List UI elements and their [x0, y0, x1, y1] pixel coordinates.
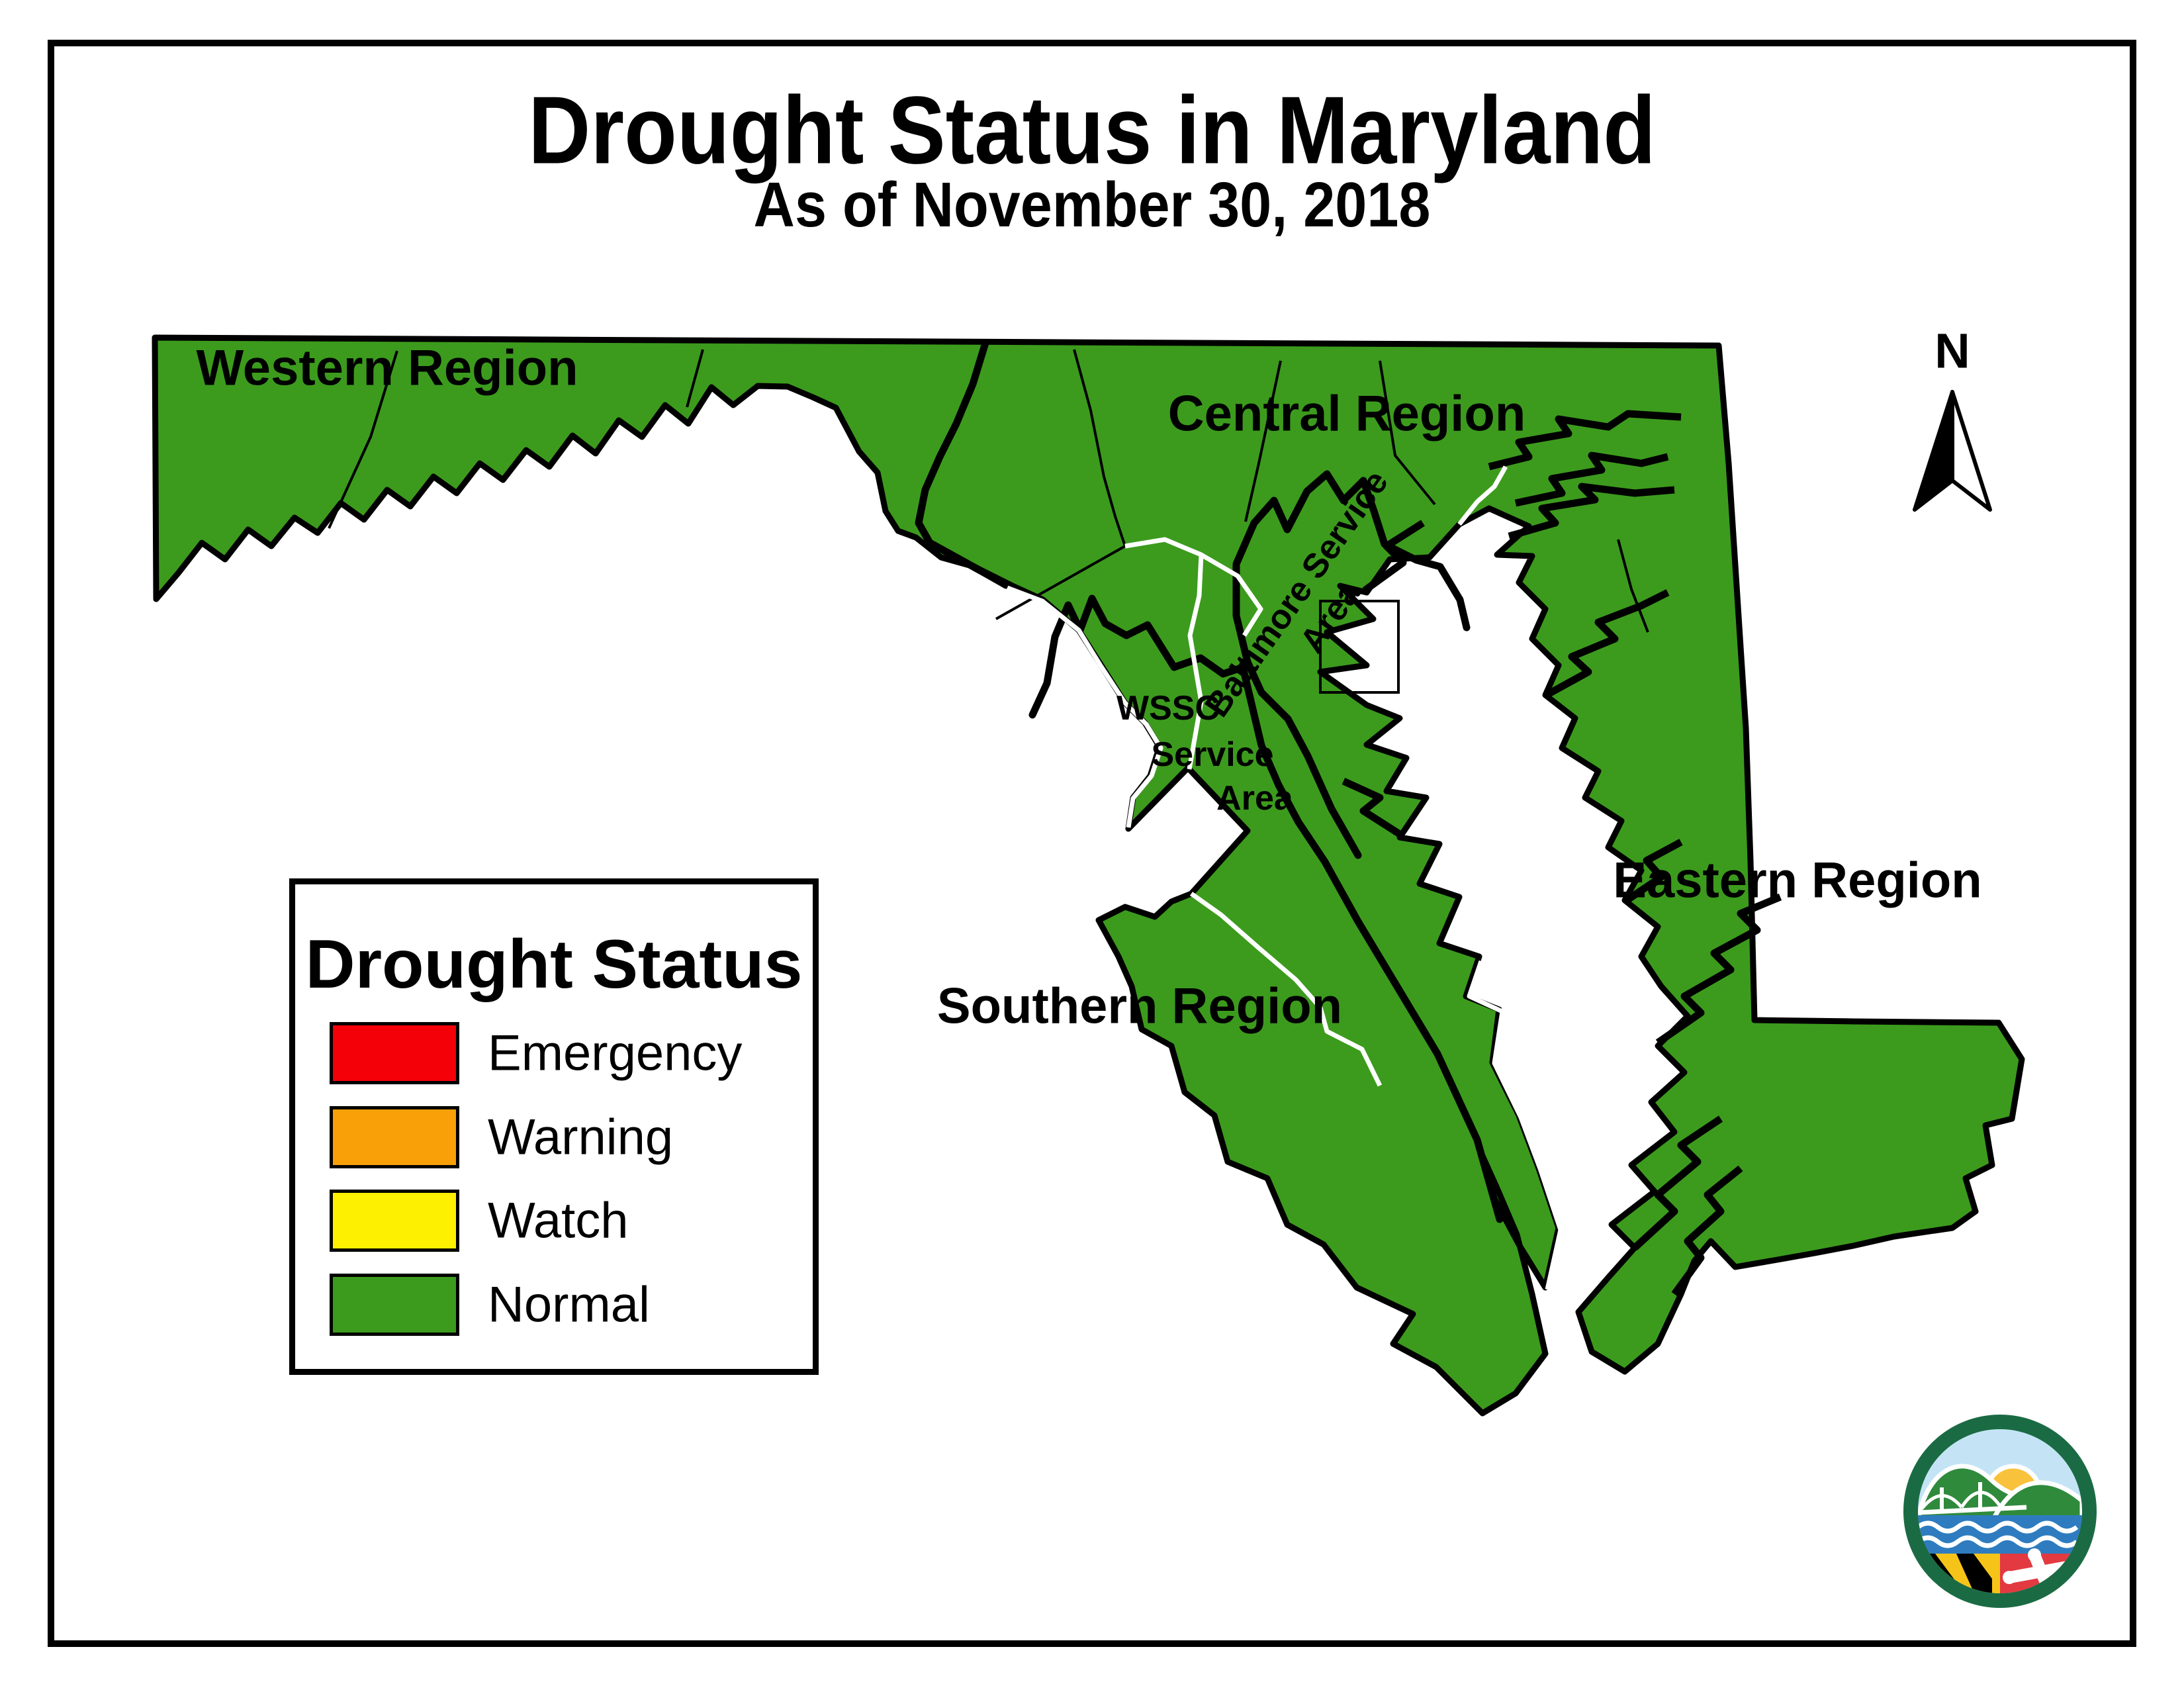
page-border — [48, 40, 2136, 1647]
legend-swatch-emergency — [330, 1022, 459, 1084]
service-area-boundaries — [1006, 465, 1563, 1290]
label-eastern-region: Eastern Region — [1613, 852, 1982, 909]
logo-bridge-icon — [1918, 1482, 2027, 1515]
label-southern-region: Southern Region — [936, 978, 1343, 1035]
legend-swatch-watch — [330, 1190, 459, 1252]
tidal-rivers — [1342, 410, 1782, 1297]
charles-county-boundary — [1189, 892, 1383, 1087]
label-wssc-line3: Area — [1216, 779, 1293, 818]
label-central-region: Central Region — [1167, 385, 1526, 442]
maryland-environment-logo — [1903, 1415, 2097, 1608]
label-western-region: Western Region — [196, 340, 578, 397]
logo-ring — [1903, 1415, 2097, 1608]
legend-swatch-normal — [330, 1274, 459, 1336]
label-wssc-line2: Service — [1151, 735, 1274, 774]
logo-waves — [1918, 1521, 2079, 1548]
legend-label-normal: Normal — [488, 1276, 650, 1333]
legend-label-warning: Warning — [488, 1109, 674, 1166]
page-subtitle: As of November 30, 2018 — [753, 169, 1431, 240]
legend-title: Drought Status — [305, 926, 803, 1003]
legend-label-watch: Watch — [488, 1192, 629, 1249]
legend-label-emergency: Emergency — [488, 1025, 743, 1082]
western-central-boundary — [915, 339, 1010, 589]
legend-swatch-warning — [330, 1106, 459, 1168]
potomac-halo — [1006, 585, 1163, 828]
north-arrow-icon — [1913, 390, 1992, 512]
logo-water — [1918, 1515, 2082, 1554]
legend-box: Drought Status Emergency Warning Watch N… — [289, 878, 819, 1375]
page-title: Drought Status in Maryland — [528, 76, 1656, 184]
county-boundaries — [328, 349, 1649, 633]
wssc-north-boundary — [1124, 537, 1204, 770]
susquehanna-river — [1457, 465, 1508, 526]
label-wssc-line1: WSSC — [1116, 689, 1220, 727]
north-arrow-label: N — [1934, 323, 1970, 379]
region-boundaries — [915, 339, 1504, 1223]
patuxent-river — [1028, 594, 1504, 1223]
baltimore-service-area-boundary — [1232, 470, 1471, 666]
bay-shore-halo — [1467, 960, 1563, 1290]
baltimore-city-box — [1319, 600, 1400, 694]
